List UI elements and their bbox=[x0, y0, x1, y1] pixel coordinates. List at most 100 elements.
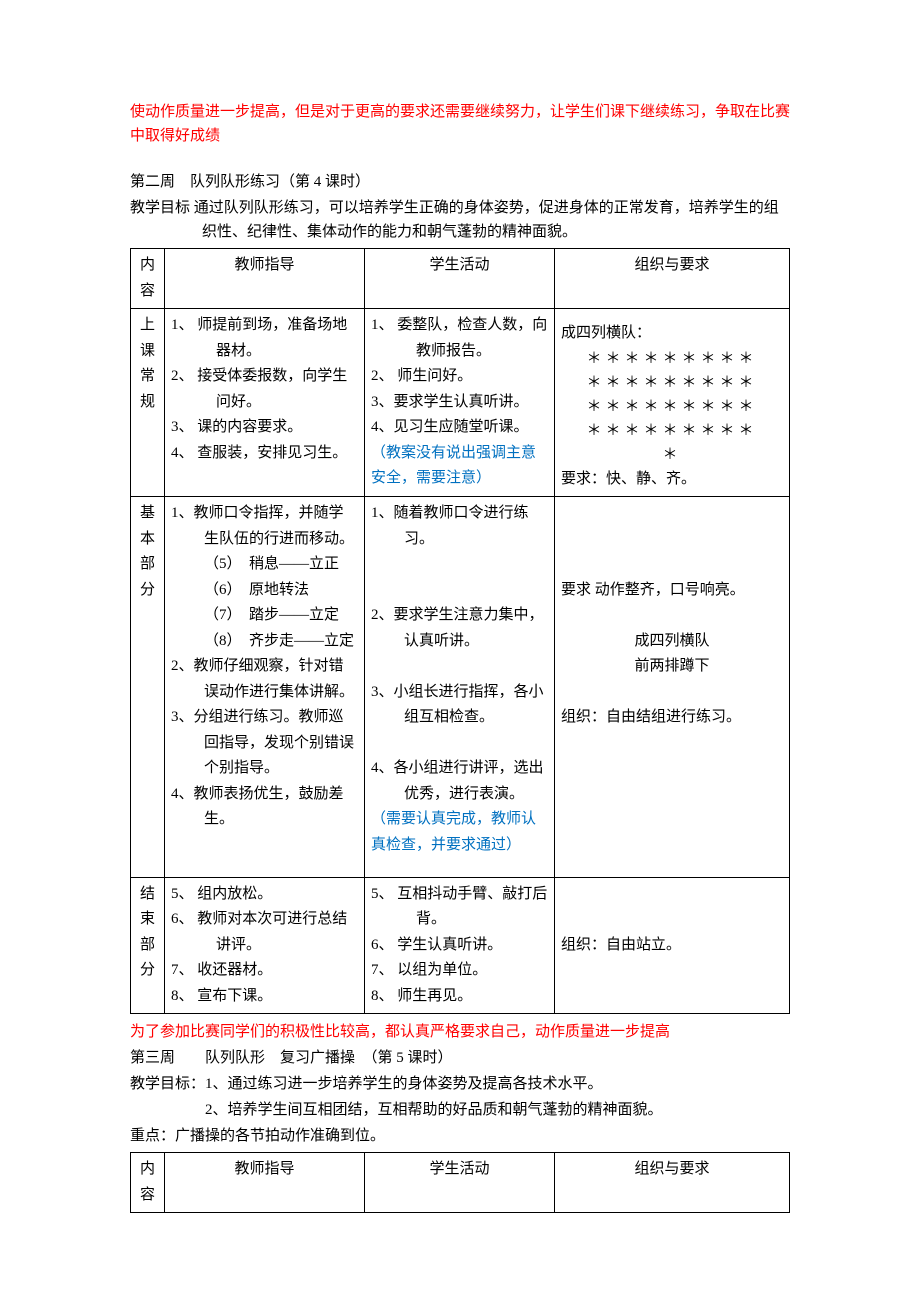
list-item: （5） 稍息——立正 bbox=[171, 552, 358, 578]
header-nr2: 容 bbox=[140, 1187, 155, 1203]
row2-student: 1、随着教师口令进行练习。 2、要求学生注意力集中，认真听讲。 3、小组长进行指… bbox=[365, 497, 555, 878]
row3-label: 结 束 部 分 bbox=[131, 877, 165, 1014]
header-teacher: 教师指导 bbox=[165, 1153, 365, 1213]
blank bbox=[561, 680, 783, 706]
row2-label: 基 本 部 分 bbox=[131, 497, 165, 878]
list-item: 1、教师口令指挥，并随学生队伍的行进而移动。 bbox=[171, 501, 358, 552]
vchar: 束 bbox=[140, 907, 155, 933]
vchar: 部 bbox=[140, 552, 155, 578]
table-header-row: 内 容 教师指导 学生活动 组织与要求 bbox=[131, 249, 790, 309]
lesson-table-5: 内 容 教师指导 学生活动 组织与要求 bbox=[130, 1152, 790, 1213]
blank bbox=[561, 552, 783, 578]
vchar: 常 bbox=[140, 364, 155, 390]
header-student: 学生活动 bbox=[365, 249, 555, 309]
intro-red-text: 使动作质量进一步提高，但是对于更高的要求还需要继续努力，让学生们课下继续练习，争… bbox=[130, 100, 790, 148]
list-item: 7、 以组为单位。 bbox=[371, 958, 548, 984]
list-item: （8） 齐步走——立定 bbox=[171, 629, 358, 655]
list-item: 5、 互相抖动手臂、敲打后背。 bbox=[371, 882, 548, 933]
vchar: 课 bbox=[140, 339, 155, 365]
formation-row: ＊＊＊＊＊＊＊＊＊ bbox=[561, 395, 783, 419]
blank bbox=[561, 501, 783, 527]
header-neirong: 内 容 bbox=[131, 249, 165, 309]
row2-org: 要求 动作整齐，口号响亮。 成四列横队 前两排蹲下 组织：自由结组进行练习。 bbox=[555, 497, 790, 878]
org-line: 成四列横队 bbox=[561, 629, 783, 655]
list-item: 4、各小组进行讲评，选出优秀，进行表演。 bbox=[371, 756, 548, 807]
vchar: 部 bbox=[140, 933, 155, 959]
header-nr1: 内 bbox=[140, 1161, 155, 1177]
vchar: 规 bbox=[140, 390, 155, 416]
list-item: 5、 组内放松。 bbox=[171, 882, 358, 908]
list-item: 1、 师提前到场，准备场地器材。 bbox=[171, 313, 358, 364]
row2-teacher: 1、教师口令指挥，并随学生队伍的行进而移动。 （5） 稍息——立正 （6） 原地… bbox=[165, 497, 365, 878]
list-item: （6） 原地转法 bbox=[171, 578, 358, 604]
org-line: 要求 动作整齐，口号响亮。 bbox=[561, 578, 783, 604]
header-student: 学生活动 bbox=[365, 1153, 555, 1213]
vchar: 分 bbox=[140, 578, 155, 604]
blank bbox=[561, 882, 783, 908]
table-header-row: 内 容 教师指导 学生活动 组织与要求 bbox=[131, 1153, 790, 1213]
vchar: 上 bbox=[140, 313, 155, 339]
section4-goal: 教学目标 通过队列队形练习，可以培养学生正确的身体姿势，促进身体的正常发育，培养… bbox=[130, 196, 790, 244]
list-item: 2、教师仔细观察，针对错误动作进行集体讲解。 bbox=[171, 654, 358, 705]
org-head: 成四列横队： bbox=[561, 321, 783, 347]
lesson-table-4: 内 容 教师指导 学生活动 组织与要求 上 课 常 规 1、 师提前到场，准备场… bbox=[130, 248, 790, 1014]
header-org: 组织与要求 bbox=[555, 249, 790, 309]
org-line: 前两排蹲下 bbox=[561, 654, 783, 680]
header-nr2: 容 bbox=[140, 283, 155, 299]
list-item: 1、 委整队，检查人数，向教师报告。 bbox=[371, 313, 548, 364]
table-row: 上 课 常 规 1、 师提前到场，准备场地器材。 2、 接受体委报数，向学生问好… bbox=[131, 309, 790, 497]
list-item: 4、教师表扬优生，鼓励差生。 bbox=[171, 782, 358, 833]
note-blue: （需要认真完成，教师认真检查，并要求通过） bbox=[371, 807, 548, 858]
formation-row: ＊＊＊＊＊＊＊＊＊ bbox=[561, 371, 783, 395]
formation-diagram: ＊＊＊＊＊＊＊＊＊ ＊＊＊＊＊＊＊＊＊ ＊＊＊＊＊＊＊＊＊ ＊＊＊＊＊＊＊＊＊ … bbox=[561, 347, 783, 467]
list-item: 2、 接受体委报数，向学生问好。 bbox=[171, 364, 358, 415]
section4-title: 第二周 队列队形练习（第 4 课时） bbox=[130, 170, 790, 194]
org-req: 要求：快、静、齐。 bbox=[561, 467, 783, 493]
section5-key: 重点：广播操的各节拍动作准确到位。 bbox=[130, 1124, 790, 1148]
vchar: 分 bbox=[140, 958, 155, 984]
list-item: 6、 学生认真听讲。 bbox=[371, 933, 548, 959]
row3-org: 组织：自由站立。 bbox=[555, 877, 790, 1014]
list-item: 2、 师生问好。 bbox=[371, 364, 548, 390]
row3-student: 5、 互相抖动手臂、敲打后背。 6、 学生认真听讲。 7、 以组为单位。 8、 … bbox=[365, 877, 555, 1014]
list-item: （7） 踏步——立定 bbox=[171, 603, 358, 629]
formation-row: ＊ bbox=[561, 443, 783, 467]
row1-org: 成四列横队： ＊＊＊＊＊＊＊＊＊ ＊＊＊＊＊＊＊＊＊ ＊＊＊＊＊＊＊＊＊ ＊＊＊… bbox=[555, 309, 790, 497]
header-teacher: 教师指导 bbox=[165, 249, 365, 309]
spacer bbox=[130, 150, 790, 170]
list-item: 3、分组进行练习。教师巡回指导，发现个别错误个别指导。 bbox=[171, 705, 358, 782]
list-item: 7、 收还器材。 bbox=[171, 958, 358, 984]
blank bbox=[561, 907, 783, 933]
list-item: 1、随着教师口令进行练习。 bbox=[371, 501, 548, 552]
list-item: 4、见习生应随堂听课。 bbox=[371, 415, 548, 441]
header-neirong: 内 容 bbox=[131, 1153, 165, 1213]
list-item: 8、 宣布下课。 bbox=[171, 984, 358, 1010]
row1-teacher: 1、 师提前到场，准备场地器材。 2、 接受体委报数，向学生问好。 3、 课的内… bbox=[165, 309, 365, 497]
vchar: 本 bbox=[140, 527, 155, 553]
vchar: 基 bbox=[140, 501, 155, 527]
list-item: 2、要求学生注意力集中，认真听讲。 bbox=[371, 603, 548, 654]
row3-teacher: 5、 组内放松。 6、 教师对本次可进行总结讲评。 7、 收还器材。 8、 宣布… bbox=[165, 877, 365, 1014]
section5-goal2: 2、培养学生间互相团结，互相帮助的好品质和朝气蓬勃的精神面貌。 bbox=[130, 1098, 790, 1122]
org-line: 组织：自由结组进行练习。 bbox=[561, 705, 783, 731]
row1-label: 上 课 常 规 bbox=[131, 309, 165, 497]
header-org: 组织与要求 bbox=[555, 1153, 790, 1213]
formation-row: ＊＊＊＊＊＊＊＊＊ bbox=[561, 347, 783, 371]
table-row: 基 本 部 分 1、教师口令指挥，并随学生队伍的行进而移动。 （5） 稍息——立… bbox=[131, 497, 790, 878]
blank bbox=[371, 552, 548, 578]
document-page: 使动作质量进一步提高，但是对于更高的要求还需要继续努力，让学生们课下继续练习，争… bbox=[0, 0, 920, 1279]
section5-goal1: 教学目标：1、通过练习进一步培养学生的身体姿势及提高各技术水平。 bbox=[130, 1072, 790, 1096]
after-table-red: 为了参加比赛同学们的积极性比较高，都认真严格要求自己，动作质量进一步提高 bbox=[130, 1020, 790, 1044]
blank bbox=[561, 603, 783, 629]
list-item: 6、 教师对本次可进行总结讲评。 bbox=[171, 907, 358, 958]
blank bbox=[561, 527, 783, 553]
list-item: 3、 课的内容要求。 bbox=[171, 415, 358, 441]
list-item: 8、 师生再见。 bbox=[371, 984, 548, 1010]
note-blue: （教案没有说出强调主意安全，需要注意） bbox=[371, 441, 548, 492]
list-item: 4、 查服装，安排见习生。 bbox=[171, 441, 358, 467]
blank bbox=[371, 578, 548, 604]
section5-title: 第三周 队列队形 复习广播操 （第 5 课时） bbox=[130, 1046, 790, 1070]
list-item: 3、要求学生认真听讲。 bbox=[371, 390, 548, 416]
formation-row: ＊＊＊＊＊＊＊＊＊ bbox=[561, 419, 783, 443]
header-nr1: 内 bbox=[140, 257, 155, 273]
